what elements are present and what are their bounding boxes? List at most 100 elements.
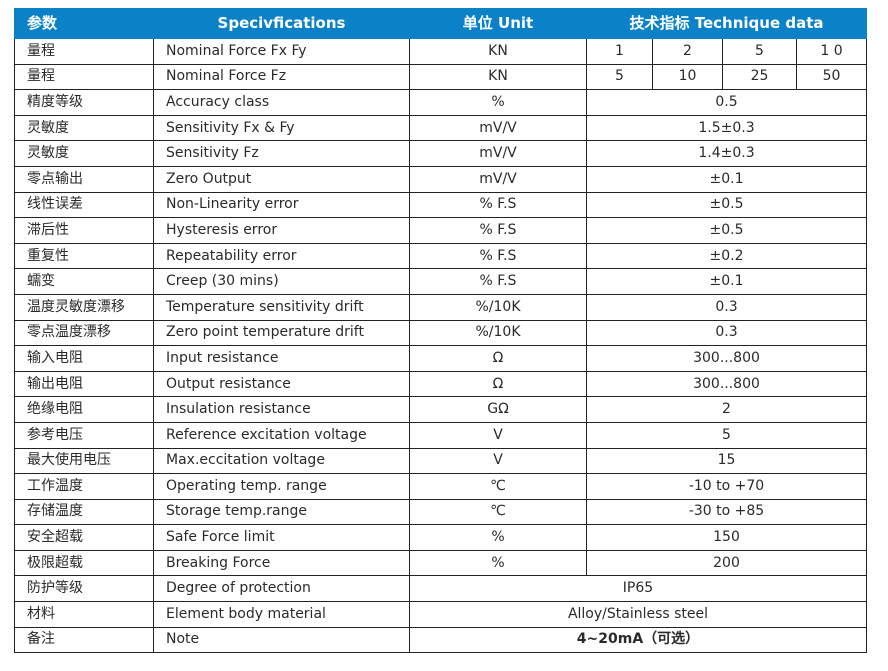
table-row: 工作温度 Operating temp. range ℃ -10 to +70 xyxy=(14,473,867,500)
table-row: 备注 Note 4~20mA（可选） xyxy=(14,626,867,654)
value-cell: 0.5 xyxy=(586,89,867,116)
param-cn: 极限超载 xyxy=(14,549,154,577)
param-cn: 存储温度 xyxy=(14,498,154,526)
value-cell: 5 xyxy=(586,63,653,91)
param-en: Temperature sensitivity drift xyxy=(153,293,410,321)
param-cn: 安全超载 xyxy=(14,524,154,551)
param-en: Safe Force limit xyxy=(153,524,410,551)
table-row: 极限超载 Breaking Force% 200 xyxy=(14,549,867,577)
param-en: Reference excitation voltage xyxy=(153,421,410,449)
table-row: 绝缘电阻 Insulation resistance GΩ 2 xyxy=(14,396,867,423)
value-cell: IP65 xyxy=(409,575,867,603)
param-cn: 线性误差 xyxy=(14,191,154,219)
table-row: 蠕变 Creep (30 mins)% F.S ±0.1 xyxy=(14,268,867,295)
param-en: Operating temp. range xyxy=(153,473,410,500)
value-cell: 1.5±0.3 xyxy=(586,114,867,142)
value-cell: ±0.1 xyxy=(586,268,867,295)
unit: V xyxy=(409,421,587,449)
value-cell: 2 xyxy=(586,396,867,423)
param-en: Element body material xyxy=(153,601,410,628)
param-en: Nominal Force Fz xyxy=(153,63,410,91)
header-param: 参数 xyxy=(14,8,154,39)
table-row: 灵敏度 Sensitivity Fx & Fy mV/V 1.5±0.3 xyxy=(14,114,867,142)
header-unit: 单位 Unit xyxy=(409,8,587,39)
table-row: 防护等级 Degree of protection IP65 xyxy=(14,575,867,603)
table-row: 灵敏度 Sensitivity Fz mV/V 1.4±0.3 xyxy=(14,140,867,167)
table-row: 参考电压 Reference excitation voltage V 5 xyxy=(14,421,867,449)
value-cell: 50 xyxy=(796,63,867,91)
table-row: 输入电阻 Input resistance Ω 300...800 xyxy=(14,345,867,372)
param-en: Insulation resistance xyxy=(153,396,410,423)
param-en: Repeatability error xyxy=(153,242,410,270)
value-cell: -10 to +70 xyxy=(586,473,867,500)
unit: % xyxy=(409,524,587,551)
param-en: Sensitivity Fz xyxy=(153,140,410,167)
param-cn: 精度等级 xyxy=(14,89,154,116)
header-spec: Specivfications xyxy=(153,8,410,39)
value-cell: ±0.1 xyxy=(586,165,867,193)
param-en: Sensitivity Fx & Fy xyxy=(153,114,410,142)
param-en: Input resistance xyxy=(153,345,410,372)
value-cell: 5 xyxy=(586,421,867,449)
value-cell: 25 xyxy=(722,63,797,91)
value-cell: 2 xyxy=(652,38,723,65)
value-cell: 10 xyxy=(652,63,723,91)
param-en: Max.eccitation voltage xyxy=(153,447,410,475)
table-row: 精度等级 Accuracy class% 0.5 xyxy=(14,89,867,116)
header-data: 技术指标 Technique data xyxy=(586,8,867,39)
param-en: Degree of protection xyxy=(153,575,410,603)
unit: Ω xyxy=(409,345,587,372)
value-cell: 1 0 xyxy=(796,38,867,65)
param-en: Zero Output xyxy=(153,165,410,193)
value-cell: 150 xyxy=(586,524,867,551)
unit: mV/V xyxy=(409,140,587,167)
unit: %/10K xyxy=(409,293,587,321)
param-en: Hysteresis error xyxy=(153,217,410,244)
unit: % F.S xyxy=(409,191,587,219)
table-row: 材料 Element body material Alloy/Stainless s… xyxy=(14,601,867,628)
value-cell: -30 to +85 xyxy=(586,498,867,526)
unit: % xyxy=(409,549,587,577)
unit: KN xyxy=(409,63,587,91)
param-en: Output resistance xyxy=(153,370,410,398)
table-row: 量程 Nominal Force Fx Fy KN 1 2 5 1 0 xyxy=(14,38,867,65)
param-cn: 灵敏度 xyxy=(14,140,154,167)
value-cell: 300...800 xyxy=(586,370,867,398)
unit: mV/V xyxy=(409,114,587,142)
unit: mV/V xyxy=(409,165,587,193)
unit: KN xyxy=(409,38,587,65)
table-row: 滞后性 Hysteresis error% F.S ±0.5 xyxy=(14,217,867,244)
param-cn: 输出电阻 xyxy=(14,370,154,398)
value-cell: ±0.5 xyxy=(586,217,867,244)
value-cell: 0.3 xyxy=(586,293,867,321)
param-en: Nominal Force Fx Fy xyxy=(153,38,410,65)
param-en: Breaking Force xyxy=(153,549,410,577)
value-cell: 1 xyxy=(586,38,653,65)
param-en: Zero point temperature drift xyxy=(153,319,410,347)
param-cn: 零点输出 xyxy=(14,165,154,193)
param-cn: 最大使用电压 xyxy=(14,447,154,475)
table-row: 安全超载 Safe Force limit% 150 xyxy=(14,524,867,551)
param-en: Note xyxy=(153,626,410,654)
param-cn: 材料 xyxy=(14,601,154,628)
param-cn: 防护等级 xyxy=(14,575,154,603)
param-cn: 重复性 xyxy=(14,242,154,270)
param-en: Accuracy class xyxy=(153,89,410,116)
param-cn: 量程 xyxy=(14,63,154,91)
unit: % F.S xyxy=(409,242,587,270)
value-cell: ±0.2 xyxy=(586,242,867,270)
unit: Ω xyxy=(409,370,587,398)
param-cn: 灵敏度 xyxy=(14,114,154,142)
param-cn: 参考电压 xyxy=(14,421,154,449)
table-row: 最大使用电压 Max.eccitation voltage V 15 xyxy=(14,447,867,475)
value-cell: 4~20mA（可选） xyxy=(409,626,867,654)
param-en: Creep (30 mins) xyxy=(153,268,410,295)
value-cell: 200 xyxy=(586,549,867,577)
param-cn: 量程 xyxy=(14,38,154,65)
param-en: Storage temp.range xyxy=(153,498,410,526)
table-row: 重复性 Repeatability error% F.S ±0.2 xyxy=(14,242,867,270)
param-cn: 滞后性 xyxy=(14,217,154,244)
spec-table: 参数 Specivfications 单位 Unit 技术指标 Techniqu… xyxy=(14,8,867,654)
unit: V xyxy=(409,447,587,475)
param-cn: 输入电阻 xyxy=(14,345,154,372)
